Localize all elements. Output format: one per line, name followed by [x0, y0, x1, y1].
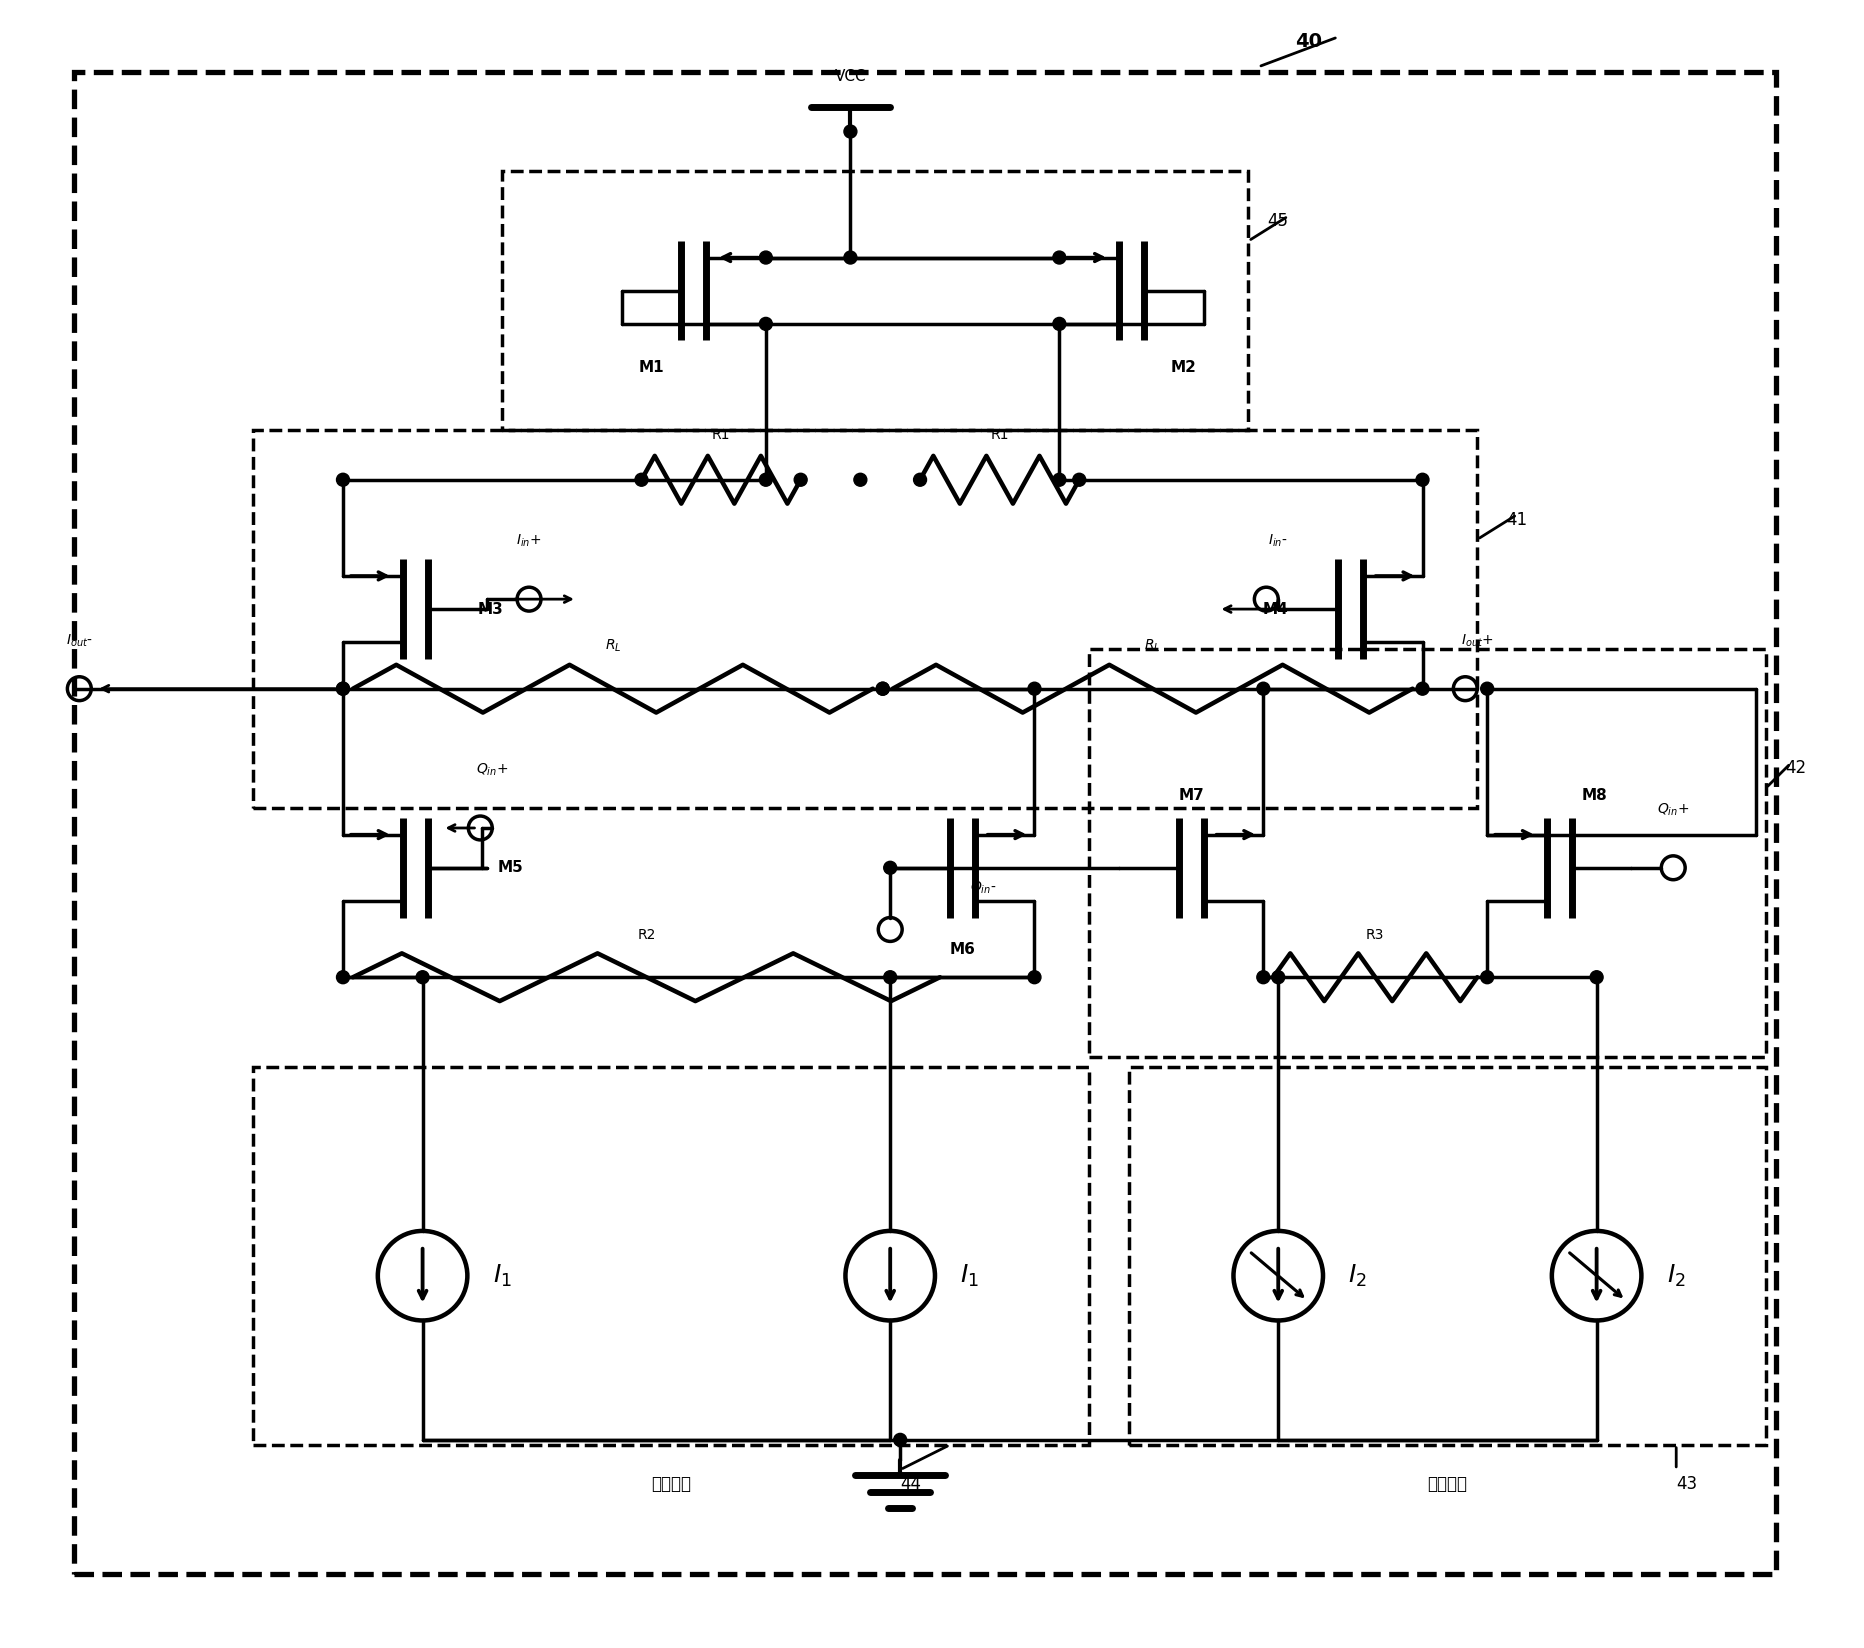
Text: 42: 42	[1786, 760, 1806, 778]
Circle shape	[337, 682, 349, 695]
Text: $Q_{in}$-: $Q_{in}$-	[969, 880, 995, 897]
Text: M1: M1	[639, 361, 664, 376]
Text: M2: M2	[1171, 361, 1197, 376]
Circle shape	[794, 473, 807, 486]
Circle shape	[1053, 318, 1066, 330]
Circle shape	[759, 318, 772, 330]
Text: R3: R3	[1366, 928, 1385, 943]
Circle shape	[759, 473, 772, 486]
Bar	[254, 430, 1478, 808]
Circle shape	[337, 971, 349, 984]
Circle shape	[1271, 971, 1284, 984]
Circle shape	[884, 862, 897, 873]
Text: M5: M5	[498, 860, 524, 875]
Text: $I_{out}$-: $I_{out}$-	[65, 633, 93, 649]
Circle shape	[876, 682, 889, 695]
Bar	[1089, 649, 1765, 1056]
Text: $I_{in}$-: $I_{in}$-	[1268, 532, 1288, 549]
Circle shape	[844, 250, 857, 264]
Text: 43: 43	[1676, 1475, 1698, 1493]
Circle shape	[1029, 971, 1040, 984]
Text: $I_2$: $I_2$	[1348, 1262, 1366, 1289]
Circle shape	[1256, 971, 1269, 984]
Bar	[501, 171, 1249, 430]
Circle shape	[337, 473, 349, 486]
Circle shape	[1053, 250, 1066, 264]
Circle shape	[759, 250, 772, 264]
Circle shape	[1480, 971, 1493, 984]
Text: $I_{in}$+: $I_{in}$+	[516, 532, 542, 549]
Text: M3: M3	[477, 602, 503, 616]
Text: $I_{out}$+: $I_{out}$+	[1461, 633, 1493, 649]
Text: VCC: VCC	[835, 69, 867, 84]
Circle shape	[416, 971, 429, 984]
Text: M6: M6	[949, 943, 975, 957]
Text: M7: M7	[1178, 788, 1204, 803]
Text: 44: 44	[900, 1475, 921, 1493]
Circle shape	[844, 125, 857, 138]
Circle shape	[876, 682, 889, 695]
Text: R1: R1	[990, 428, 1008, 442]
Circle shape	[1417, 473, 1430, 486]
Circle shape	[1029, 682, 1040, 695]
Circle shape	[1480, 682, 1493, 695]
Text: 41: 41	[1506, 511, 1528, 529]
Text: $R_L$: $R_L$	[604, 638, 621, 654]
Circle shape	[884, 971, 897, 984]
Text: 可变电流: 可变电流	[1428, 1475, 1467, 1493]
Circle shape	[913, 473, 926, 486]
Text: R1: R1	[712, 428, 731, 442]
Circle shape	[337, 682, 349, 695]
Text: $R_L$: $R_L$	[1144, 638, 1161, 654]
Circle shape	[1074, 473, 1085, 486]
Text: M8: M8	[1583, 788, 1607, 803]
Bar	[1130, 1066, 1765, 1445]
Bar	[254, 1066, 1089, 1445]
Text: 固定电流: 固定电流	[651, 1475, 692, 1493]
Text: R2: R2	[637, 928, 656, 943]
Text: $Q_{in}$+: $Q_{in}$+	[1657, 801, 1689, 817]
Circle shape	[1417, 682, 1430, 695]
Text: M4: M4	[1262, 602, 1288, 616]
Text: $I_1$: $I_1$	[960, 1262, 979, 1289]
Text: $I_1$: $I_1$	[492, 1262, 511, 1289]
Text: $I_2$: $I_2$	[1666, 1262, 1685, 1289]
Circle shape	[1590, 971, 1603, 984]
Text: $Q_{in}$+: $Q_{in}$+	[475, 761, 509, 778]
Circle shape	[854, 473, 867, 486]
Text: 40: 40	[1295, 33, 1322, 51]
Circle shape	[893, 1434, 906, 1447]
Circle shape	[1053, 473, 1066, 486]
Circle shape	[1256, 682, 1269, 695]
Circle shape	[636, 473, 649, 486]
Text: 45: 45	[1268, 213, 1288, 231]
